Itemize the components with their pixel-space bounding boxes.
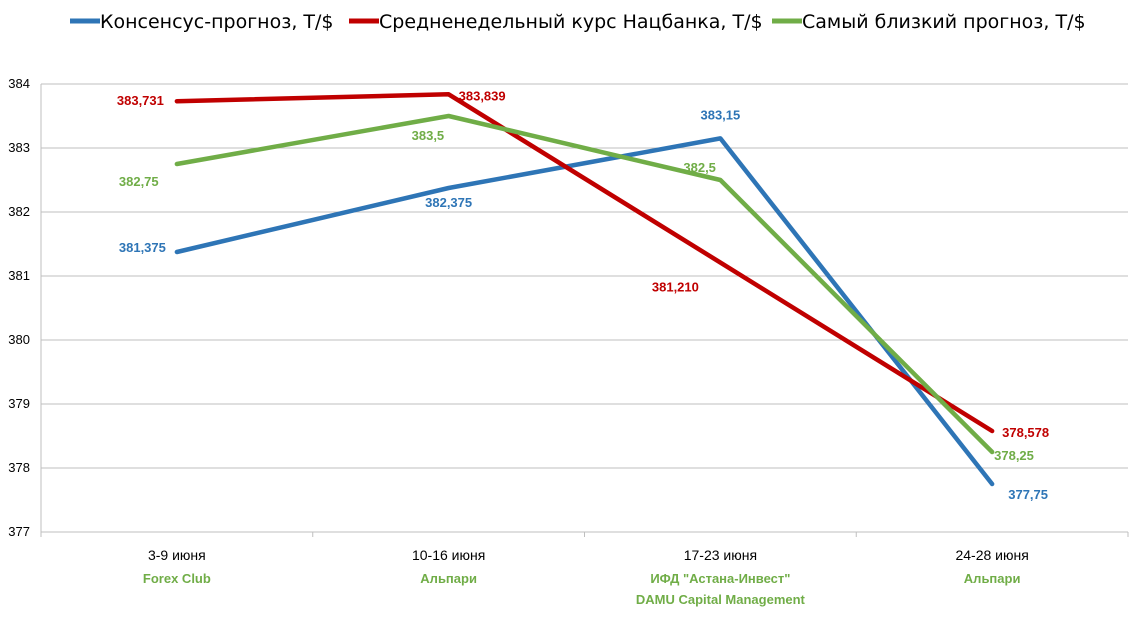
data-label: 383,731 — [117, 93, 164, 108]
x-axis: 3-9 июня Forex Club 10-16 июня Альпари 17-23… — [40, 532, 1129, 607]
y-tick-label: 378 — [8, 460, 30, 475]
legend-label: Самый близкий прогноз, Т/$ — [802, 11, 1086, 33]
data-label: 383,5 — [412, 128, 445, 143]
data-label: 381,210 — [652, 280, 699, 295]
data-label: 383,15 — [700, 107, 740, 122]
y-tick-label: 383 — [8, 140, 30, 155]
y-tick-label: 377 — [8, 524, 30, 539]
gridlines — [41, 83, 1128, 533]
legend: Консенсус-прогноз, Т/$ Средненедельный ку… — [70, 11, 1086, 33]
data-label: 383,839 — [459, 88, 506, 103]
y-tick-label: 384 — [8, 76, 30, 91]
category-sublabel: Альпари — [964, 571, 1021, 586]
x-tick-label: 24-28 июня — [955, 547, 1028, 563]
data-label: 382,5 — [683, 160, 716, 175]
data-label: 378,25 — [994, 448, 1034, 463]
series-line — [174, 92, 995, 434]
category-sublabel: Альпари — [420, 571, 477, 586]
data-labels: 381,375 382,375 383,15 377,75 383,731 383,839… — [117, 88, 1049, 502]
x-tick-label: 10-16 июня — [412, 547, 485, 563]
data-label: 378,578 — [1002, 425, 1049, 440]
data-label: 382,75 — [119, 174, 159, 189]
data-label: 377,75 — [1008, 487, 1048, 502]
legend-label: Консенсус-прогноз, Т/$ — [100, 11, 334, 33]
series-line — [174, 113, 995, 455]
y-tick-label: 381 — [8, 268, 30, 283]
category-sublabel: ИФД "Астана-Инвест" — [650, 571, 790, 586]
legend-label: Средненедельный курс Нацбанка, Т/$ — [379, 11, 763, 33]
series-lines — [174, 92, 995, 487]
y-tick-label: 379 — [8, 396, 30, 411]
y-axis: 377 378 379 380 381 382 383 384 — [8, 76, 42, 539]
x-tick-label: 3-9 июня — [148, 547, 206, 563]
series-line — [174, 136, 995, 487]
y-tick-label: 380 — [8, 332, 30, 347]
data-label: 381,375 — [119, 240, 166, 255]
category-sublabel: Forex Club — [143, 571, 211, 586]
category-sublabel: DAMU Capital Management — [636, 592, 806, 607]
data-label: 382,375 — [425, 195, 472, 210]
x-tick-label: 17-23 июня — [684, 547, 757, 563]
y-tick-label: 382 — [8, 204, 30, 219]
